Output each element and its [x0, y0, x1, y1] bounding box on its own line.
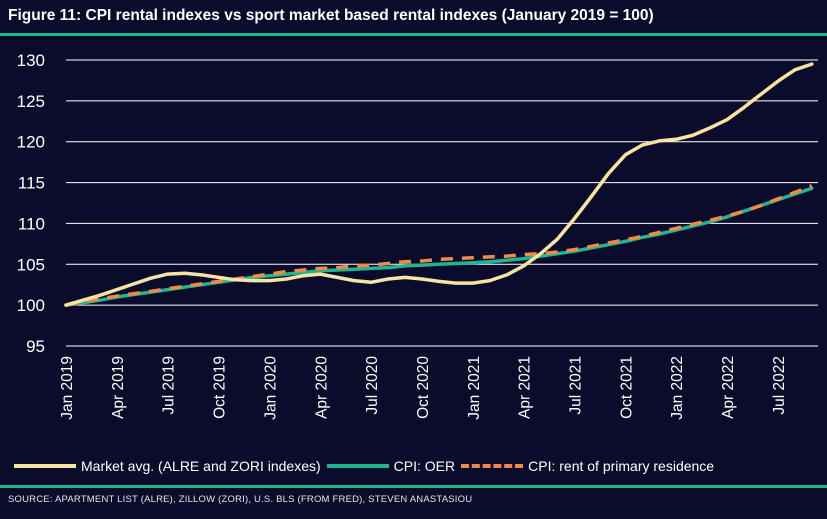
- y-tick-label-95: 95: [26, 337, 45, 356]
- bottom-accent-rule: [0, 485, 827, 488]
- y-tick-label-125: 125: [17, 92, 45, 111]
- x-tick-label-2021-04: Apr 2021: [517, 356, 534, 419]
- series-line-market-avg-alre-and-zori-indexes: [64, 62, 814, 307]
- y-tick-label-100: 100: [17, 296, 45, 315]
- x-tick-label-2021-01: Jan 2021: [466, 356, 483, 420]
- x-tick-label-2019-07: Jul 2019: [161, 356, 178, 415]
- legend-label-market-avg: Market avg. (ALRE and ZORI indexes): [81, 458, 321, 474]
- legend-swatch-market-avg: [14, 464, 76, 468]
- legend-item-cpi-rent: CPI: rent of primary residence: [461, 458, 714, 474]
- x-tick-label-2022-01: Jan 2022: [669, 356, 686, 420]
- x-tick-label-2021-10: Oct 2021: [618, 356, 635, 419]
- legend-swatch-cpi-rent: [461, 464, 524, 468]
- top-accent-rule: [0, 33, 827, 36]
- source-note: SOURCE: APARTMENT LIST (ALRE), ZILLOW (Z…: [8, 494, 473, 505]
- x-tick-label-2019-10: Oct 2019: [212, 356, 229, 419]
- series-line-cpi-rent-of-primary-residence: [65, 184, 813, 307]
- y-tick-label-110: 110: [18, 214, 45, 233]
- x-tick-label-2022-04: Apr 2022: [720, 356, 737, 419]
- x-tick-label-2020-01: Jan 2020: [262, 356, 279, 420]
- legend-item-market-avg: Market avg. (ALRE and ZORI indexes): [14, 458, 321, 474]
- y-tick-label-120: 120: [17, 133, 45, 152]
- x-tick-label-2020-07: Jul 2020: [364, 356, 381, 415]
- y-tick-label-130: 130: [17, 51, 45, 70]
- y-tick-label-105: 105: [17, 255, 45, 274]
- legend-label-cpi-rent: CPI: rent of primary residence: [528, 458, 715, 474]
- series-line-cpi-oer: [64, 186, 814, 307]
- chart-title: Figure 11: CPI rental indexes vs sport m…: [8, 7, 654, 24]
- x-tick-label-2022-07: Jul 2022: [771, 356, 788, 415]
- x-tick-label-2020-04: Apr 2020: [313, 356, 330, 419]
- x-tick-label-2019-04: Apr 2019: [110, 356, 127, 419]
- x-tick-label-2021-07: Jul 2021: [568, 356, 585, 415]
- y-tick-label-115: 115: [18, 174, 45, 193]
- x-tick-label-2019-01: Jan 2019: [59, 356, 76, 420]
- legend-label-cpi-oer: CPI: OER: [393, 458, 456, 474]
- x-tick-label-2020-10: Oct 2020: [415, 356, 432, 419]
- chart-legend: Market avg. (ALRE and ZORI indexes) CPI:…: [14, 457, 720, 475]
- legend-item-cpi-oer: CPI: OER: [326, 458, 456, 474]
- legend-swatch-cpi-oer: [326, 464, 389, 468]
